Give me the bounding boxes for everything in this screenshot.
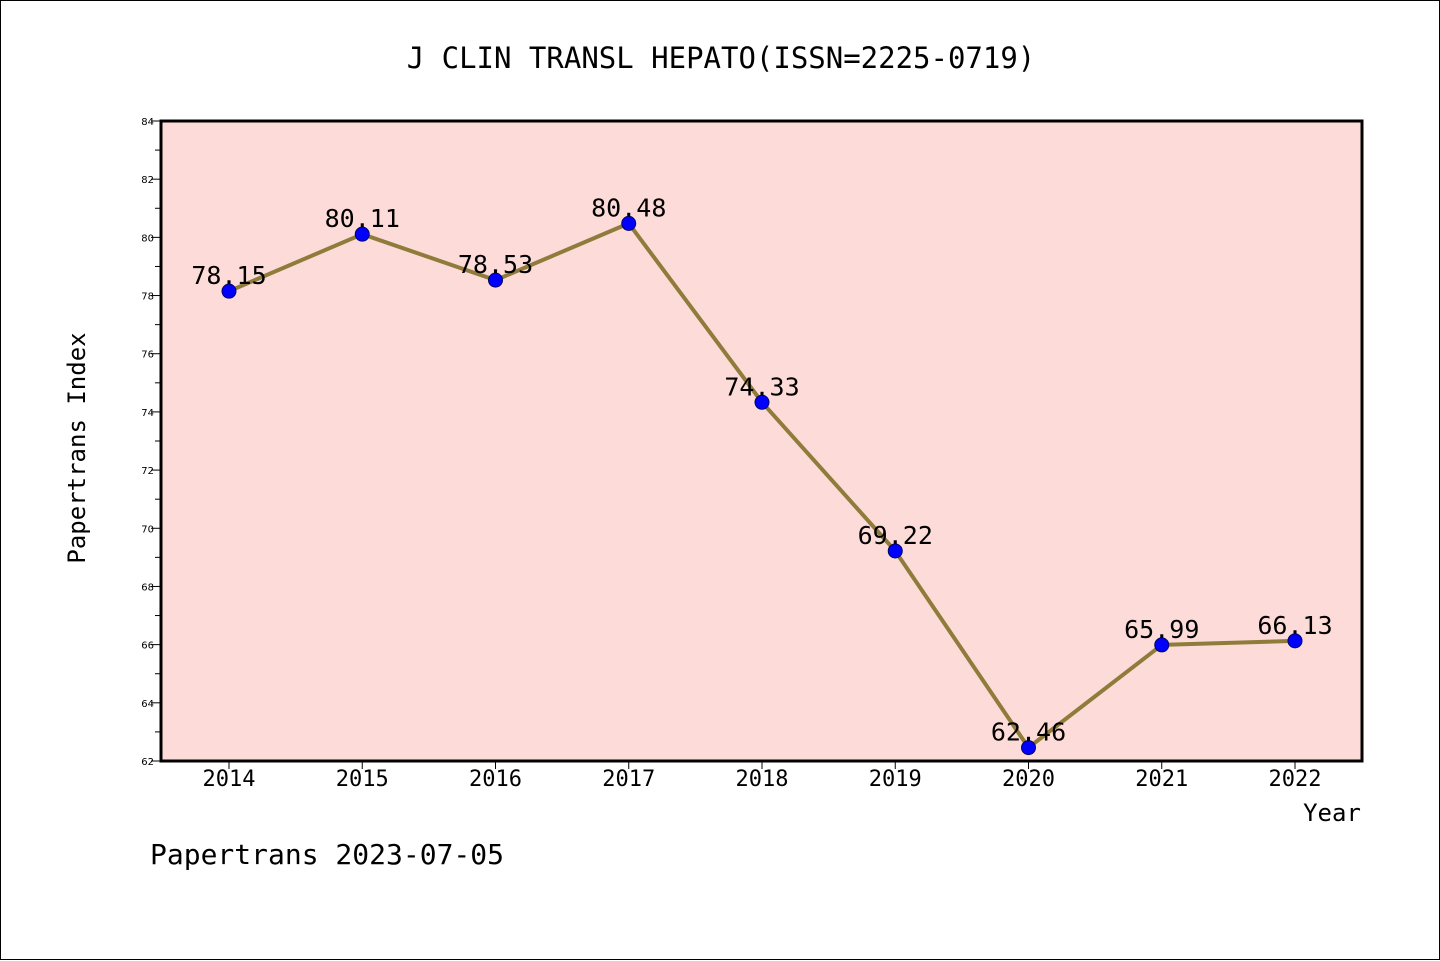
y-tick-label: 82: [141, 175, 154, 186]
x-tick-label: 2019: [869, 767, 922, 792]
data-label: 65.99: [1124, 615, 1199, 644]
x-tick-label: 2014: [203, 767, 256, 792]
y-tick-label: 64: [141, 699, 154, 710]
y-tick-label: 62: [141, 757, 154, 768]
y-tick-label: 68: [141, 582, 154, 593]
x-tick-label: 2020: [1002, 767, 1055, 792]
data-label: 69.22: [858, 521, 933, 550]
data-point: [887, 543, 903, 559]
x-axis-ticks: 2014 2015 2016 2017 2018 2019 2020 2021 2022: [203, 761, 1322, 792]
y-tick-label: 72: [141, 466, 154, 477]
data-labels: 78.15 80.11 78.53 80.48 74.33 69.22 62.46 65.99…: [191, 193, 1332, 746]
footer-date: Papertrans 2023-07-05: [150, 838, 504, 871]
data-label: 80.48: [591, 193, 666, 222]
x-tick-label: 2022: [1269, 767, 1322, 792]
x-axis-title: Year: [1303, 799, 1361, 827]
y-tick-label: 76: [141, 350, 154, 361]
x-tick-label: 2016: [469, 767, 522, 792]
series-markers: [221, 215, 1303, 756]
data-point: [1287, 633, 1303, 649]
data-label: 62.46: [991, 718, 1066, 747]
data-point: [1021, 740, 1036, 756]
x-tick-label: 2015: [336, 767, 389, 792]
y-tick-label: 66: [141, 641, 154, 652]
plot-frame: [159, 119, 1364, 763]
y-tick-label: 80: [141, 233, 154, 244]
data-point: [488, 272, 503, 288]
y-tick-label: 74: [141, 408, 154, 419]
chart-title: J CLIN TRANSL HEPATO(ISSN=2225-0719): [407, 41, 1036, 75]
x-tick-label: 2018: [736, 767, 789, 792]
y-axis-ticks: 62 64 66 68 70 72 74 76 78 80 82 84: [141, 117, 161, 768]
data-point: [621, 215, 637, 231]
data-label: 78.15: [191, 261, 266, 290]
y-tick-label: 84: [141, 117, 154, 128]
y-tick-label: 70: [141, 524, 154, 535]
y-tick-label: 78: [141, 292, 154, 303]
data-point: [754, 394, 770, 410]
data-point: [1154, 637, 1170, 653]
x-tick-label: 2021: [1135, 767, 1188, 792]
y-axis-title: Papertrans Index: [63, 332, 91, 563]
data-point: [221, 283, 237, 299]
data-label: 74.33: [724, 372, 799, 401]
x-tick-label: 2017: [602, 767, 655, 792]
data-label: 78.53: [458, 250, 533, 279]
data-point: [354, 226, 370, 242]
data-label: 66.13: [1257, 611, 1332, 640]
data-label: 80.11: [325, 204, 400, 233]
